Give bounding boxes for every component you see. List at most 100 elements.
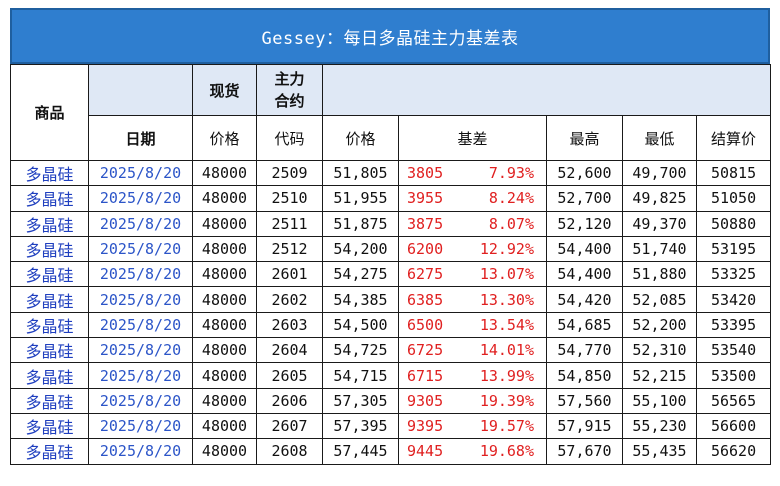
basis-percent-cell: 8.24%	[456, 185, 547, 212]
low-cell: 52,085	[622, 286, 697, 313]
header-row-1: 商品 现货 主力 合约	[10, 64, 772, 161]
settle-cell: 50815	[695, 159, 772, 187]
spot-price-cell: 48000	[192, 337, 257, 364]
header-high: 最高	[546, 115, 623, 161]
settle-cell: 56620	[695, 438, 772, 465]
header-main-contract: 主力 合约	[256, 64, 323, 116]
spot-price-cell: 48000	[192, 362, 257, 389]
price-cell: 57,305	[322, 387, 399, 414]
header-row-2: 日期 价格 代码 价格 基差 最高 最低 结算价	[11, 115, 772, 161]
date-cell: 2025/8/20	[88, 412, 193, 440]
product-cell: 多晶硅	[10, 286, 89, 313]
low-cell: 55,435	[622, 438, 697, 465]
header-main-contract-line1: 主力	[274, 70, 305, 88]
settle-cell: 53420	[695, 286, 772, 313]
header-code: 代码	[256, 115, 323, 161]
date-cell: 2025/8/20	[88, 438, 193, 465]
table-row: 多晶硅 2025/8/20 48000 2509 51,805 3805 7.93% 52,6…	[10, 159, 772, 187]
header-low: 最低	[622, 115, 697, 161]
date-cell: 2025/8/20	[88, 261, 193, 288]
table-row: 多晶硅 2025/8/20 48000 2604 54,725 6725 14.01% 54,…	[10, 337, 772, 364]
spot-price-cell: 48000	[192, 387, 257, 414]
basis-value-cell: 9445	[398, 438, 457, 465]
table-row: 多晶硅 2025/8/20 48000 2608 57,445 9445 19.68% 57,…	[10, 438, 772, 465]
table-row: 多晶硅 2025/8/20 48000 2605 54,715 6715 13.99% 54,…	[10, 362, 772, 389]
product-cell: 多晶硅	[10, 235, 89, 263]
date-cell: 2025/8/20	[88, 185, 193, 212]
contract-code-cell: 2608	[256, 438, 323, 465]
price-cell: 54,715	[322, 362, 399, 389]
low-cell: 52,200	[622, 311, 697, 339]
header-settle: 结算价	[695, 115, 772, 161]
price-cell: 54,725	[322, 337, 399, 364]
high-cell: 54,400	[546, 261, 623, 288]
spot-price-cell: 48000	[192, 185, 257, 212]
header-filler	[321, 64, 772, 116]
spot-price-cell: 48000	[192, 261, 257, 288]
basis-value-cell: 3955	[398, 185, 457, 212]
low-cell: 49,825	[622, 185, 697, 212]
settle-cell: 56600	[695, 412, 772, 440]
product-cell: 多晶硅	[10, 159, 89, 187]
basis-value-cell: 6715	[398, 362, 457, 389]
low-cell: 49,700	[622, 159, 697, 187]
basis-percent-cell: 14.01%	[456, 337, 547, 364]
price-cell: 54,200	[322, 235, 399, 263]
price-cell: 51,805	[322, 159, 399, 187]
basis-table: 商品 现货 主力 合约 日期 价格 代码 价格 基差 最高 最低 结算价 多晶硅…	[10, 64, 772, 465]
product-cell: 多晶硅	[10, 311, 89, 339]
price-cell: 51,955	[322, 185, 399, 212]
low-cell: 49,370	[622, 210, 697, 237]
basis-percent-cell: 19.39%	[456, 387, 547, 414]
basis-percent-cell: 19.57%	[456, 412, 547, 440]
basis-value-cell: 6500	[398, 311, 457, 339]
settle-cell: 53540	[695, 337, 772, 364]
date-cell: 2025/8/20	[88, 387, 193, 414]
table-row: 多晶硅 2025/8/20 48000 2606 57,305 9305 19.39% 57,…	[10, 387, 772, 414]
product-cell: 多晶硅	[10, 362, 89, 389]
spot-price-cell: 48000	[192, 159, 257, 187]
table-row: 多晶硅 2025/8/20 48000 2511 51,875 3875 8.07% 52,1…	[10, 210, 772, 237]
contract-code-cell: 2511	[256, 210, 323, 237]
high-cell: 54,770	[546, 337, 623, 364]
contract-code-cell: 2603	[256, 311, 323, 339]
spot-price-cell: 48000	[192, 412, 257, 440]
spot-price-cell: 48000	[192, 286, 257, 313]
table-row: 多晶硅 2025/8/20 48000 2603 54,500 6500 13.54% 54,…	[10, 311, 772, 339]
price-cell: 54,500	[322, 311, 399, 339]
header-product: 商品	[10, 64, 89, 161]
table-row: 多晶硅 2025/8/20 48000 2607 57,395 9395 19.57% 57,…	[10, 412, 772, 440]
contract-code-cell: 2605	[256, 362, 323, 389]
high-cell: 57,915	[546, 412, 623, 440]
basis-value-cell: 9395	[398, 412, 457, 440]
product-cell: 多晶硅	[10, 337, 89, 364]
header-price: 价格	[322, 115, 399, 161]
contract-code-cell: 2510	[256, 185, 323, 212]
contract-code-cell: 2607	[256, 412, 323, 440]
product-cell: 多晶硅	[10, 261, 89, 288]
basis-table-panel: Gessey：每日多晶硅主力基差表 商品 现货 主力 合约 日期 价格 代码	[10, 8, 772, 465]
contract-code-cell: 2512	[256, 235, 323, 263]
basis-value-cell: 3875	[398, 210, 457, 237]
header-basis: 基差	[398, 115, 547, 161]
product-cell: 多晶硅	[10, 387, 89, 414]
contract-code-cell: 2601	[256, 261, 323, 288]
price-cell: 57,395	[322, 412, 399, 440]
low-cell: 51,740	[622, 235, 697, 263]
header-spot: 现货	[192, 64, 257, 116]
basis-value-cell: 6275	[398, 261, 457, 288]
date-cell: 2025/8/20	[88, 337, 193, 364]
table-title: Gessey：每日多晶硅主力基差表	[10, 8, 770, 64]
contract-code-cell: 2602	[256, 286, 323, 313]
basis-percent-cell: 8.07%	[456, 210, 547, 237]
settle-cell: 53195	[695, 235, 772, 263]
header-date: 日期	[88, 115, 193, 161]
contract-code-cell: 2606	[256, 387, 323, 414]
spot-price-cell: 48000	[192, 235, 257, 263]
price-cell: 54,385	[322, 286, 399, 313]
table-row: 多晶硅 2025/8/20 48000 2601 54,275 6275 13.07% 54,…	[10, 261, 772, 288]
price-cell: 54,275	[322, 261, 399, 288]
table-row: 多晶硅 2025/8/20 48000 2602 54,385 6385 13.30% 54,…	[10, 286, 772, 313]
header-spot-price: 价格	[192, 115, 257, 161]
low-cell: 52,310	[622, 337, 697, 364]
